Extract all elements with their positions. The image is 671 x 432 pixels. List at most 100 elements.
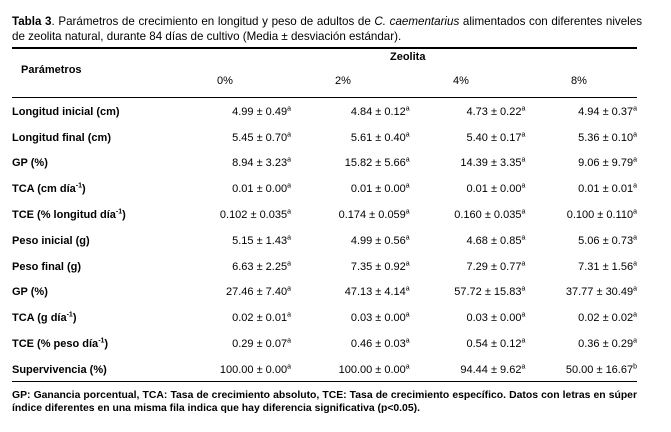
table-footnote: GP: Ganancia porcentual, TCA: Tasa de cr… <box>12 390 637 414</box>
cell-significance-letter: a <box>405 260 410 268</box>
table-cell: 4.99 ± 0.49a <box>195 99 291 125</box>
cell-value: 27.46 ± 7.40 <box>226 286 288 299</box>
row-label: TCE (% longitud día-1) <box>12 202 195 228</box>
table-cell: 100.00 ± 0.00a <box>291 357 410 383</box>
row-label: Longitud inicial (cm) <box>12 99 195 125</box>
row-label: TCA (g día-1) <box>12 305 195 331</box>
table-cell: 0.54 ± 0.12a <box>410 331 526 357</box>
row-label-superscript: -1 <box>75 182 82 190</box>
row-label-superscript: -1 <box>98 337 105 345</box>
cell-value: 0.02 ± 0.01 <box>232 312 288 325</box>
table-row: Supervivencia (%) 100.00 ± 0.00a 100.00 ± … <box>12 357 637 383</box>
cell-value: 100.00 ± 0.00 <box>219 363 288 376</box>
table-cell: 5.36 ± 0.10a <box>525 125 637 151</box>
cell-significance-letter: a <box>521 363 526 371</box>
cell-significance-letter: a <box>521 234 526 242</box>
cell-significance-letter: a <box>521 182 526 190</box>
table-cell: 0.174 ± 0.059a <box>291 202 410 228</box>
table-cell: 8.94 ± 3.23a <box>195 151 291 177</box>
row-label-text: Longitud inicial (cm) <box>12 105 120 118</box>
row-label-superscript: -1 <box>115 208 123 216</box>
cell-value: 5.61 ± 0.40 <box>350 131 406 144</box>
cell-value: 4.73 ± 0.22 <box>466 105 522 118</box>
cell-value: 5.45 ± 0.70 <box>232 131 288 144</box>
cell-significance-letter: a <box>633 131 637 139</box>
cell-significance-letter: a <box>633 285 637 293</box>
row-label: TCA (cm día-1) <box>12 176 195 202</box>
cell-significance-letter: a <box>633 311 637 319</box>
table-cell: 6.63 ± 2.25a <box>195 254 291 280</box>
table-cell: 15.82 ± 5.66a <box>291 151 410 177</box>
cell-significance-letter: a <box>287 311 291 319</box>
row-label-suffix: ) <box>82 183 86 196</box>
cell-significance-letter: a <box>405 311 410 319</box>
cell-value: 0.174 ± 0.059 <box>338 209 406 222</box>
bottom-rule <box>12 381 637 382</box>
cell-value: 0.36 ± 0.29 <box>578 338 634 351</box>
row-label: Peso final (g) <box>12 254 195 280</box>
caption-text-after: alimentados con diferentes niveles de ze… <box>12 15 642 43</box>
cell-value: 4.99 ± 0.56 <box>350 234 406 247</box>
table-cell: 27.46 ± 7.40a <box>195 280 291 306</box>
caption-text-before: . Parámetros de crecimiento en longitud … <box>51 15 375 28</box>
cell-value: 0.46 ± 0.03 <box>350 338 406 351</box>
table-cell: 0.01 ± 0.01a <box>525 176 637 202</box>
row-label: GP (%) <box>12 151 195 177</box>
cell-value: 7.31 ± 1.56 <box>578 260 634 273</box>
cell-value: 57.72 ± 15.83 <box>454 286 522 299</box>
cell-significance-letter: a <box>405 105 410 113</box>
cell-significance-letter: a <box>521 337 526 345</box>
cell-value: 0.01 ± 0.01 <box>578 183 634 196</box>
cell-significance-letter: a <box>287 337 291 345</box>
table-cell: 7.31 ± 1.56a <box>525 254 637 280</box>
table-cell: 4.68 ± 0.85a <box>410 228 526 254</box>
cell-significance-letter: a <box>287 131 291 139</box>
cell-significance-letter: a <box>405 156 410 164</box>
header-rule <box>12 97 637 98</box>
cell-significance-letter: a <box>633 337 637 345</box>
table-cell: 50.00 ± 16.67b <box>525 357 637 383</box>
cell-significance-letter: a <box>633 208 637 216</box>
cell-value: 0.100 ± 0.110 <box>566 209 634 222</box>
table-cell: 4.73 ± 0.22a <box>410 99 525 125</box>
top-rule <box>12 47 637 49</box>
table-row: GP (%) 27.46 ± 7.40a 47.13 ± 4.14a 57.72 ± … <box>12 280 637 306</box>
cell-significance-letter: a <box>287 156 291 164</box>
table-row: TCE (% longitud día-1) 0.102 ± 0.035a 0.17… <box>12 202 637 228</box>
header-level-2: 2% <box>335 75 351 87</box>
table-row: GP (%) 8.94 ± 3.23a 15.82 ± 5.66a 14.39 ± 3… <box>12 151 637 177</box>
table-cell: 9.06 ± 9.79a <box>525 151 637 177</box>
cell-value: 0.160 ± 0.035 <box>454 209 522 222</box>
cell-value: 5.36 ± 0.10 <box>578 131 634 144</box>
table-cell: 0.100 ± 0.110a <box>525 202 637 228</box>
table-caption: Tabla 3. Parámetros de crecimiento en lo… <box>12 14 642 44</box>
cell-significance-letter: a <box>405 337 410 345</box>
cell-value: 4.99 ± 0.49 <box>232 105 288 118</box>
table-cell: 7.29 ± 0.77a <box>410 254 525 280</box>
cell-significance-letter: a <box>633 156 637 164</box>
cell-significance-letter: a <box>633 234 637 242</box>
cell-value: 9.06 ± 9.79 <box>578 157 634 170</box>
caption-label: Tabla 3 <box>12 15 52 28</box>
cell-significance-letter: a <box>405 234 410 242</box>
header-level-4: 4% <box>453 75 469 87</box>
cell-value: 0.01 ± 0.00 <box>466 183 522 196</box>
table-cell: 94.44 ± 9.62a <box>410 357 526 383</box>
table-cell: 0.01 ± 0.00a <box>291 176 410 202</box>
row-label-text: TCA (cm día <box>12 183 76 196</box>
cell-value: 4.68 ± 0.85 <box>466 234 522 247</box>
cell-significance-letter: a <box>521 285 526 293</box>
cell-significance-letter: a <box>521 311 526 319</box>
cell-value: 5.06 ± 0.73 <box>578 234 634 247</box>
table-cell: 37.77 ± 30.49a <box>525 280 637 306</box>
table-row: TCA (cm día-1) 0.01 ± 0.00a 0.01 ± 0.00a 0.… <box>12 176 637 202</box>
row-label-suffix: ) <box>104 338 109 351</box>
row-label-text: Longitud final (cm) <box>12 131 111 144</box>
cell-value: 14.39 ± 3.35 <box>460 157 522 170</box>
table-row: TCA (g día-1) 0.02 ± 0.01a 0.03 ± 0.00a 0.0… <box>12 305 637 331</box>
table-cell: 0.02 ± 0.01a <box>195 305 291 331</box>
cell-value: 7.29 ± 0.77 <box>466 260 522 273</box>
table-cell: 4.99 ± 0.56a <box>291 228 410 254</box>
table-cell: 5.45 ± 0.70a <box>195 125 291 151</box>
table-cell: 4.94 ± 0.37a <box>525 99 637 125</box>
